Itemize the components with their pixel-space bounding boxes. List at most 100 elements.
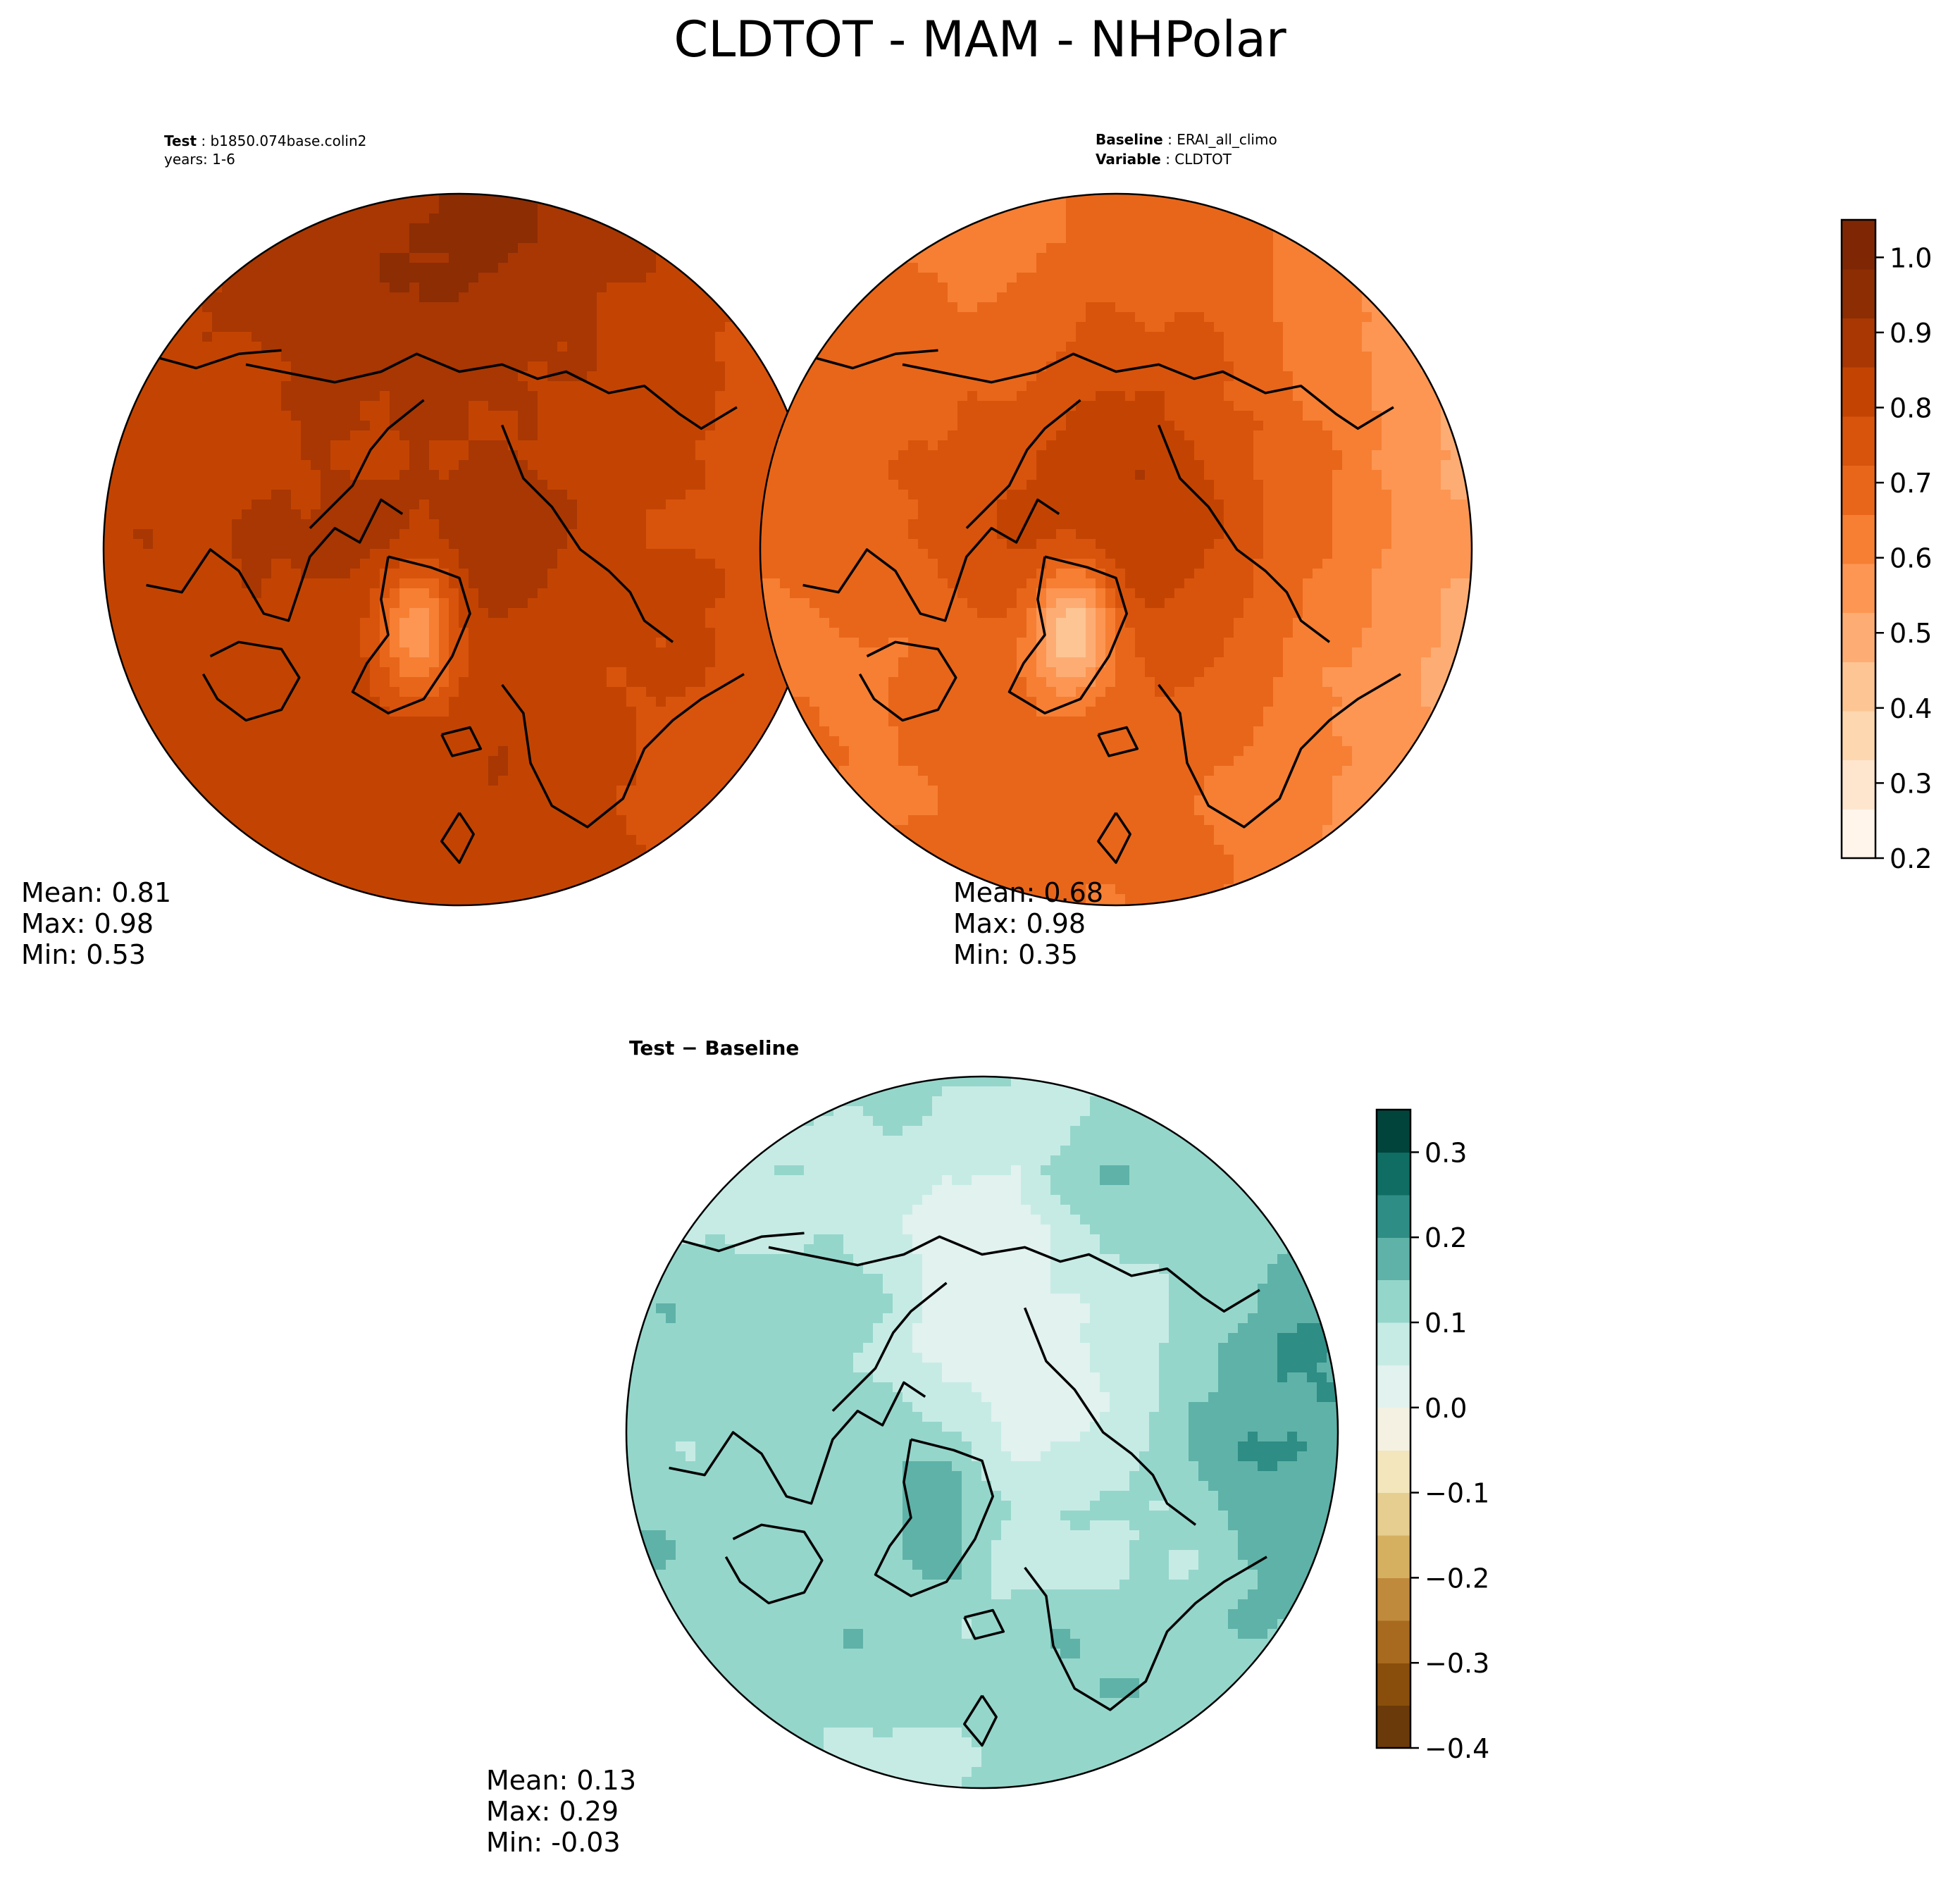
panel-diff: Test − Baseline Mean: 0.13 Max: 0.29 Min… [486,1036,1339,1858]
panel-diff-label-key: Test [629,1036,674,1060]
colorbar-swatch [1377,1407,1410,1451]
coastline-segment [351,555,471,715]
colorbar-tick-label: 0.3 [1425,1137,1467,1168]
colorbar-swatch [1377,1237,1410,1281]
stat-max-diff: Max: 0.29 [486,1796,619,1827]
colorbar-tick-label: 0.2 [1890,843,1932,874]
colorbar-tick-label: 1.0 [1890,242,1932,273]
panel-baseline-variable-key: Variable [1096,151,1161,168]
colorbar-tick-label: 0.0 [1425,1393,1467,1424]
colorbar-tick-label: 0.7 [1890,468,1932,499]
panel-baseline-subtitle: Variable : CLDTOT [1096,151,1232,168]
colorbar-frame [1375,1108,1412,1749]
colorbar-swatch [1377,1663,1410,1706]
panel-test: Test : b1850.074base.colin2 years: 1-6 M… [21,132,817,970]
colorbar-swatch [1842,563,1875,614]
panel-diff-label: Test − Baseline [629,1036,799,1060]
colorbar-swatch [1377,1705,1410,1749]
map-field-baseline [760,194,1472,905]
coastline-segment [309,399,425,529]
colorbar-tick-label: 0.4 [1890,693,1932,724]
panel-baseline-label: Baseline : ERAI_all_climo [1096,131,1277,148]
colorbar-diff: −0.4 −0.3 −0.2 −0.1 0.0 0.1 0.2 0.3 [1375,1108,1489,1764]
panel-baseline-variable-value: CLDTOT [1174,151,1232,168]
colorbar-swatch [1377,1450,1410,1494]
figure-title: CLDTOT - MAM - NHPolar [674,11,1286,68]
stat-min-diff: Min: -0.03 [486,1827,621,1858]
colorbar-swatch [1377,1365,1410,1408]
coastline-segment [902,352,1394,430]
colorbar-swatch [1842,465,1875,515]
coastline-segment [1007,555,1128,715]
colorbar-swatch [1377,1535,1410,1578]
coastline-segment [1158,673,1401,829]
panel-baseline-label-key: Baseline [1096,131,1163,148]
colorbar-swatch [1842,416,1875,466]
panel-test-label-value: b1850.074base.colin2 [210,132,366,149]
coastline-segment [768,1235,1260,1313]
stat-mean-baseline: Mean: 0.68 [953,877,1103,908]
colorbar-swatch [1377,1110,1410,1153]
coastline-segment [965,399,1081,529]
panel-baseline-label-value: ERAI_all_climo [1177,131,1277,148]
coastline-segment [1157,424,1331,643]
colorbar-tick-label: −0.3 [1425,1648,1489,1679]
colorbar-swatch [1842,268,1875,318]
colorbar-swatch [1377,1152,1410,1196]
stat-mean-test: Mean: 0.81 [21,877,171,908]
panel-diff-label-value: Baseline [705,1036,799,1060]
panel-test-label: Test : b1850.074base.colin2 [164,132,366,149]
colorbar-swatch [1842,710,1875,761]
coastline-segment [1097,812,1131,864]
coastline-segment [1023,1307,1197,1526]
colorbar-swatch [1377,1620,1410,1663]
coastline-segment [146,498,404,622]
coastline-segment [963,1694,998,1747]
stat-max-test: Max: 0.98 [21,908,154,939]
colorbar-main: 0.2 0.3 0.4 0.5 0.6 0.7 0.8 0.9 1.0 [1840,218,1932,874]
map-boundary-baseline [759,192,1473,907]
colorbar-tick-label: −0.4 [1425,1733,1489,1764]
colorbar-swatch [1842,759,1875,810]
colorbar-tick-label: 0.1 [1425,1308,1467,1339]
colorbar-swatch [1377,1577,1410,1621]
coastline-segment [201,640,301,722]
coastline-segment [831,1282,948,1412]
panel-test-label-key: Test [164,132,197,149]
colorbar-swatch [1842,514,1875,564]
colorbar-swatch [1842,662,1875,712]
coastline-segment [501,673,745,829]
colorbar-tick-label: 0.9 [1890,318,1932,349]
coastline-segment [802,498,1060,622]
coastline-segment [874,1438,994,1598]
stat-min-test: Min: 0.53 [21,939,146,970]
map-field-diff [626,1077,1338,1788]
colorbar-swatch [1842,220,1875,270]
coastline-segment [245,352,738,430]
coastline-segment [963,1608,1005,1640]
colorbar-swatch [1377,1322,1410,1365]
colorbar-frame [1840,218,1877,860]
colorbar-swatch [1377,1492,1410,1536]
colorbar-swatch [1842,809,1875,859]
colorbar-swatch [1842,367,1875,417]
coastline-segment [858,640,957,722]
colorbar-tick-label: 0.8 [1890,392,1932,423]
colorbar-swatch [1377,1279,1410,1323]
colorbar-swatch [1842,318,1875,368]
panel-test-subtitle: years: 1-6 [164,151,235,168]
panel-baseline: Baseline : ERAI_all_climo Variable : CLD… [759,131,1473,970]
colorbar-swatch [1377,1194,1410,1238]
colorbar-tick-label: 0.6 [1890,543,1932,574]
coastlines-baseline [777,349,1401,864]
colorbar-tick-label: 0.3 [1890,768,1932,799]
coastline-segment [669,1381,926,1505]
colorbar-swatch [1842,612,1875,662]
coastline-segment [724,1523,824,1605]
coastline-segment [440,812,475,864]
coastline-segment [440,726,483,757]
coastline-segment [1097,726,1139,757]
map-boundary-diff [625,1075,1339,1790]
colorbar-tick-label: −0.2 [1425,1563,1489,1594]
